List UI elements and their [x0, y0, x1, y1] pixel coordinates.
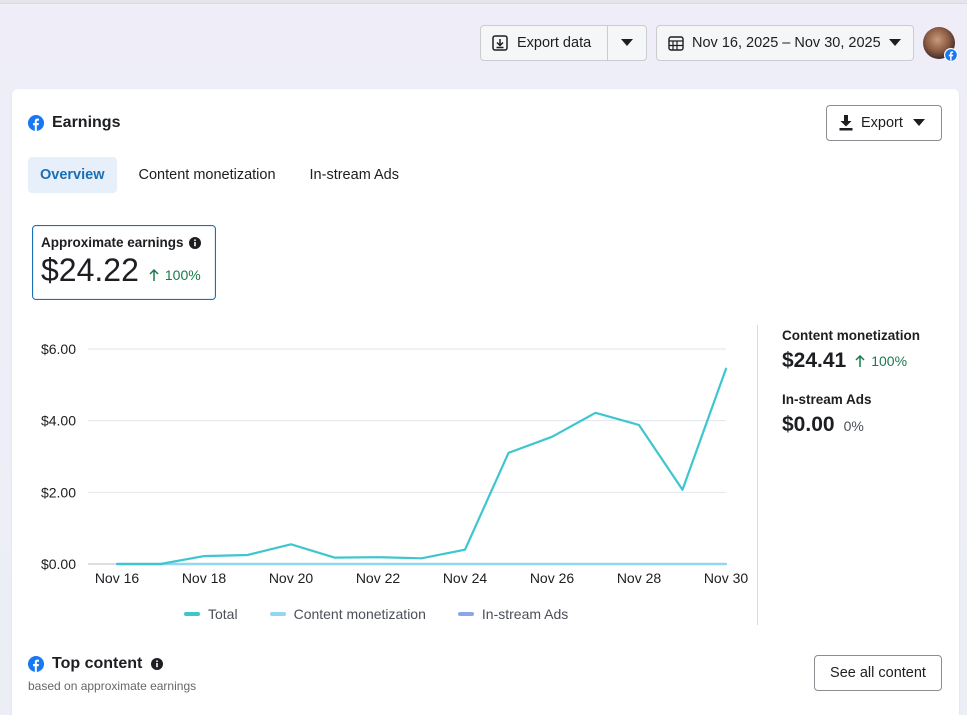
export-button[interactable]: Export	[826, 105, 942, 141]
top-content-title: Top content	[52, 655, 143, 672]
side-metric-label: In-stream Ads	[782, 392, 872, 407]
x-tick-label: Nov 22	[356, 570, 401, 586]
x-tick-label: Nov 26	[530, 570, 575, 586]
top-content-header: Top content	[28, 655, 164, 673]
y-tick-label: $2.00	[41, 484, 76, 500]
y-tick-label: $0.00	[41, 556, 76, 572]
approximate-earnings-value: $24.22	[41, 252, 139, 288]
approximate-earnings-change-value: 100%	[164, 267, 201, 283]
side-metric-change-value: 0%	[843, 418, 864, 434]
earnings-line-chart: $0.00 $2.00 $4.00 $6.00 Nov 16 Nov 18 Nov 20 No…	[41, 341, 749, 586]
export-data-label: Export data	[517, 35, 592, 51]
legend-swatch	[184, 612, 200, 616]
y-tick-label: $6.00	[41, 341, 76, 357]
legend-item-in-stream-ads[interactable]: In-stream Ads	[457, 606, 569, 622]
legend-label: In-stream Ads	[481, 606, 569, 622]
chevron-down-icon	[889, 39, 901, 46]
approximate-earnings-label: Approximate earnings	[41, 235, 184, 250]
approximate-earnings-heading: Approximate earnings	[41, 235, 215, 250]
side-metric-content-monetization: Content monetization $24.41 100%	[782, 328, 920, 373]
side-metric-value-row: $24.41 100%	[782, 349, 920, 373]
legend-swatch	[269, 612, 286, 616]
tab-overview[interactable]: Overview	[28, 157, 117, 193]
x-tick-label: Nov 28	[617, 570, 662, 586]
side-metric-value-row: $0.00 0%	[782, 413, 872, 437]
date-range-picker[interactable]: Nov 16, 2025 – Nov 30, 2025	[656, 25, 914, 61]
export-data-button[interactable]: Export data	[480, 25, 647, 61]
x-tick-label: Nov 24	[443, 570, 488, 586]
facebook-icon	[28, 656, 44, 672]
side-metric-label: Content monetization	[782, 328, 920, 343]
see-all-content-button[interactable]: See all content	[814, 655, 942, 691]
x-tick-label: Nov 16	[95, 570, 140, 586]
x-tick-label: Nov 18	[182, 570, 227, 586]
chart-legend: Total Content monetization In-stream Ads	[184, 606, 600, 622]
x-tick-label: Nov 20	[269, 570, 314, 586]
tab-content-monetization[interactable]: Content monetization	[138, 167, 276, 183]
date-range-label: Nov 16, 2025 – Nov 30, 2025	[692, 35, 881, 51]
calendar-icon	[668, 36, 684, 51]
chart-divider	[757, 325, 758, 625]
top-content-subtitle: based on approximate earnings	[28, 679, 197, 693]
export-data-main[interactable]: Export data	[481, 26, 608, 60]
see-all-content-label: See all content	[830, 665, 926, 681]
legend-swatch	[457, 612, 474, 616]
side-metric-value: $0.00	[782, 413, 835, 436]
export-data-dropdown[interactable]	[608, 26, 646, 60]
earnings-header: Earnings	[28, 114, 120, 132]
top-border	[0, 0, 967, 4]
side-metric-in-stream-ads: In-stream Ads $0.00 0%	[782, 392, 872, 437]
arrow-up-icon	[855, 355, 865, 367]
earnings-title: Earnings	[52, 114, 121, 131]
approximate-earnings-value-row: $24.22 100%	[41, 252, 215, 289]
x-tick-label: Nov 30	[704, 570, 749, 586]
approximate-earnings-card[interactable]: Approximate earnings $24.22 100%	[32, 225, 216, 300]
facebook-badge-icon	[944, 48, 958, 62]
earnings-tabs: Overview Content monetization In-stream …	[28, 157, 421, 193]
legend-label: Content monetization	[293, 606, 426, 622]
download-icon	[839, 115, 853, 131]
y-tick-label: $4.00	[41, 413, 76, 429]
approximate-earnings-change: 100%	[149, 267, 201, 283]
legend-label: Total	[208, 606, 238, 622]
info-icon[interactable]	[151, 658, 164, 670]
side-metric-change-value: 100%	[871, 353, 908, 369]
side-metric-change: 0%	[844, 418, 864, 434]
legend-item-total[interactable]: Total	[184, 606, 238, 622]
side-metric-value: $24.41	[782, 349, 847, 372]
arrow-up-icon	[149, 269, 159, 281]
export-label: Export	[861, 115, 903, 131]
info-icon[interactable]	[188, 236, 201, 249]
legend-item-content-monetization[interactable]: Content monetization	[269, 606, 426, 622]
earnings-card: Earnings Export Overview Content monetiz…	[12, 89, 959, 715]
export-download-icon	[492, 35, 508, 51]
side-metric-change: 100%	[855, 353, 907, 369]
chevron-down-icon	[621, 39, 633, 46]
facebook-icon	[28, 115, 44, 131]
avatar[interactable]	[923, 27, 958, 62]
chevron-down-icon	[912, 119, 925, 126]
tab-in-stream-ads[interactable]: In-stream Ads	[309, 167, 399, 183]
series-line-total	[115, 367, 728, 566]
